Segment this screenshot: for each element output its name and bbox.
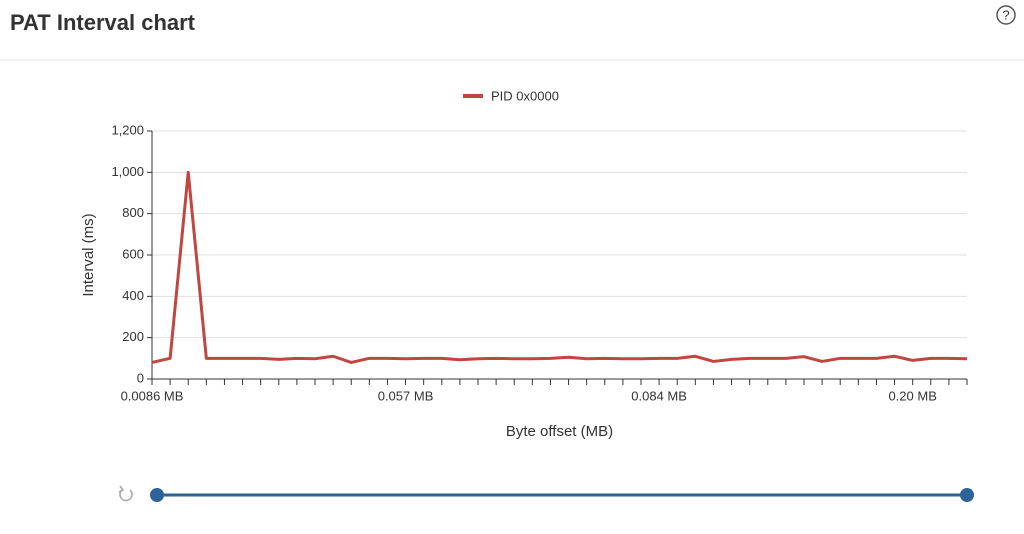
page-title: PAT Interval chart bbox=[10, 10, 196, 35]
y-tick-label: 400 bbox=[122, 288, 144, 303]
svg-text:?: ? bbox=[1002, 7, 1009, 22]
x-tick-label: 0.20 MB bbox=[888, 388, 936, 403]
data-line bbox=[151, 170, 968, 364]
slider-handle-end[interactable] bbox=[960, 488, 974, 502]
reset-button[interactable] bbox=[118, 485, 133, 502]
y-tick-label: 1,200 bbox=[111, 122, 144, 137]
y-tick-label: 600 bbox=[122, 246, 144, 261]
x-axis-label: Byte offset (MB) bbox=[506, 423, 613, 440]
range-slider bbox=[118, 485, 974, 502]
y-tick-label: 200 bbox=[122, 329, 144, 344]
x-tick-label: 0.057 MB bbox=[378, 388, 434, 403]
slider-handle-start[interactable] bbox=[150, 488, 164, 502]
x-tick-label: 0.0086 MB bbox=[121, 388, 184, 403]
x-tick-label: 0.084 MB bbox=[631, 388, 687, 403]
y-tick-label: 1,000 bbox=[111, 164, 144, 179]
legend-label: PID 0x0000 bbox=[491, 88, 559, 103]
y-axis-label: Interval (ms) bbox=[80, 213, 97, 296]
help-button[interactable]: ? bbox=[996, 5, 1016, 25]
y-tick-label: 800 bbox=[122, 205, 144, 220]
y-tick-label: 0 bbox=[137, 370, 144, 385]
